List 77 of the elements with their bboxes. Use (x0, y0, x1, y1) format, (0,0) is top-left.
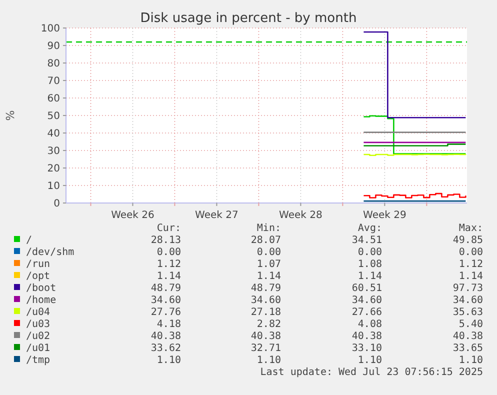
text: 48.79 (250, 283, 281, 294)
y-tick-label: 30 (47, 146, 60, 157)
y-tick-label: 10 (47, 181, 60, 192)
text: 0.00 (156, 247, 181, 258)
text: 49.85 (452, 235, 483, 246)
text: 1.10 (156, 355, 181, 366)
text: 27.66 (352, 307, 382, 318)
text: 1.07 (256, 259, 281, 270)
text: 35.63 (452, 307, 483, 318)
legend-label: /boot (26, 283, 56, 294)
text: 33.62 (150, 343, 181, 354)
text: 1.10 (458, 355, 483, 366)
text: 2.82 (256, 319, 281, 330)
text: 0.00 (358, 247, 382, 258)
text: Min: (256, 223, 281, 234)
y-tick-label: 70 (47, 76, 60, 87)
legend-label: /tmp (26, 355, 50, 366)
legend-label: /u03 (26, 319, 50, 330)
text: 33.10 (352, 343, 382, 354)
text: 34.60 (452, 295, 483, 306)
x-tick-label: Week 27 (195, 210, 238, 221)
text: 32.71 (250, 343, 281, 354)
legend-label: /opt (26, 271, 50, 282)
legend-label: /u01 (26, 343, 50, 354)
y-tick-label: 0 (54, 198, 60, 210)
legend-label: /u04 (26, 307, 50, 318)
text: 1.14 (458, 271, 483, 282)
x-tick-label: Week 29 (363, 210, 406, 221)
text: 40.38 (352, 331, 382, 342)
text: Cur: (156, 223, 181, 234)
y-tick-label: 60 (47, 94, 60, 104)
text: 34.51 (352, 235, 382, 246)
y-tick-label: 20 (47, 164, 60, 174)
legend-label: / (26, 235, 32, 246)
x-tick-label: Week 28 (279, 210, 322, 221)
y-tick-label: 50 (47, 111, 60, 122)
text: 34.60 (352, 295, 382, 306)
text: 1.10 (358, 355, 382, 366)
text: 97.73 (452, 283, 483, 294)
legend-label: /u02 (26, 331, 50, 342)
x-tick-label: Week 26 (111, 210, 154, 221)
text: 1.14 (358, 271, 382, 282)
y-tick-label: 100 (40, 24, 60, 34)
text: 1.08 (358, 259, 382, 270)
text: 0.00 (458, 247, 483, 258)
text: 34.60 (250, 295, 281, 306)
text: 28.13 (150, 235, 181, 246)
text: 5.40 (458, 319, 483, 330)
y-tick-label: 80 (47, 58, 60, 70)
text: 1.12 (458, 259, 483, 270)
text: 1.12 (156, 259, 181, 270)
text: 0.00 (256, 247, 281, 258)
y-tick-label: 90 (47, 41, 60, 52)
text: Max: (458, 223, 483, 234)
text: 40.38 (250, 331, 281, 342)
text: 60.51 (352, 283, 382, 294)
chart-title: Disk usage in percent - by month (140, 11, 357, 26)
y-tick-label: 40 (47, 128, 60, 140)
y-axis-title: % (4, 110, 17, 121)
text: 4.18 (156, 319, 181, 330)
text: 48.79 (150, 283, 181, 294)
text: 40.38 (150, 331, 181, 342)
text: 40.38 (452, 331, 483, 342)
text: 1.10 (256, 355, 281, 366)
text: 1.14 (256, 271, 281, 282)
text: 33.65 (452, 343, 483, 354)
text: 27.18 (250, 307, 281, 318)
text: 4.08 (358, 319, 382, 330)
text: 27.76 (150, 307, 181, 318)
text: Avg: (358, 223, 382, 234)
legend-label: /dev/shm (26, 247, 74, 258)
text: 34.60 (150, 295, 181, 306)
legend-label: /run (26, 259, 50, 270)
text: 28.07 (250, 235, 281, 246)
text: Last update: Wed Jul 23 07:56:15 2025 (260, 367, 483, 378)
text: 1.14 (156, 271, 181, 282)
legend-label: /home (26, 295, 56, 306)
